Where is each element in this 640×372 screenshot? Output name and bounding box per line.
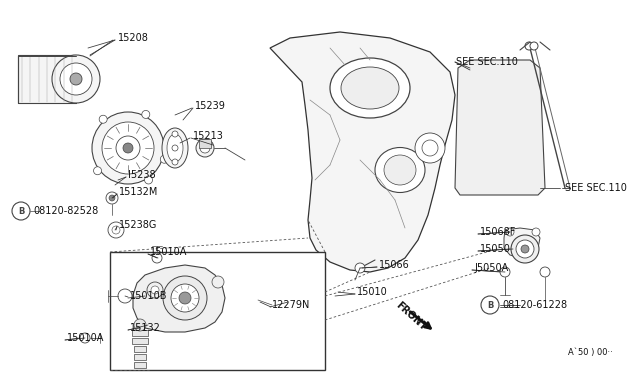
Text: 15010: 15010 bbox=[357, 287, 388, 297]
Bar bbox=[110, 252, 325, 370]
Circle shape bbox=[196, 139, 214, 157]
Circle shape bbox=[355, 263, 365, 273]
Circle shape bbox=[70, 73, 82, 85]
Circle shape bbox=[506, 228, 514, 236]
Text: 15010B: 15010B bbox=[130, 291, 168, 301]
Circle shape bbox=[108, 222, 124, 238]
Polygon shape bbox=[270, 32, 455, 272]
Circle shape bbox=[142, 110, 150, 118]
Circle shape bbox=[112, 226, 120, 234]
Circle shape bbox=[511, 235, 539, 263]
Circle shape bbox=[525, 42, 533, 50]
Text: 08120-82528: 08120-82528 bbox=[33, 206, 99, 216]
Circle shape bbox=[481, 296, 499, 314]
Text: 15132: 15132 bbox=[130, 323, 161, 333]
Circle shape bbox=[151, 286, 159, 294]
Circle shape bbox=[109, 195, 115, 201]
Ellipse shape bbox=[330, 58, 410, 118]
Circle shape bbox=[80, 333, 90, 343]
Polygon shape bbox=[455, 60, 545, 195]
Ellipse shape bbox=[375, 148, 425, 192]
Text: B: B bbox=[18, 206, 24, 215]
Circle shape bbox=[172, 159, 178, 165]
Circle shape bbox=[60, 63, 92, 95]
Text: SEE SEC.110: SEE SEC.110 bbox=[456, 57, 518, 67]
Text: 15238G: 15238G bbox=[119, 220, 157, 230]
Text: 12279N: 12279N bbox=[272, 300, 310, 310]
Circle shape bbox=[134, 319, 146, 331]
Text: 15010A: 15010A bbox=[150, 247, 188, 257]
Text: 08120-61228: 08120-61228 bbox=[502, 300, 567, 310]
Circle shape bbox=[92, 112, 164, 184]
Ellipse shape bbox=[384, 155, 416, 185]
Circle shape bbox=[521, 245, 529, 253]
Text: 15050: 15050 bbox=[480, 244, 511, 254]
Circle shape bbox=[163, 276, 207, 320]
Bar bbox=[199, 139, 211, 148]
Text: 15066: 15066 bbox=[379, 260, 410, 270]
Bar bbox=[132, 330, 148, 336]
Text: A`50 ) 00··: A`50 ) 00·· bbox=[568, 347, 612, 356]
Circle shape bbox=[532, 228, 540, 236]
Polygon shape bbox=[504, 228, 540, 258]
Text: 15239: 15239 bbox=[195, 101, 226, 111]
Bar bbox=[134, 346, 146, 352]
Circle shape bbox=[500, 267, 510, 277]
Circle shape bbox=[212, 276, 224, 288]
Circle shape bbox=[116, 136, 140, 160]
Circle shape bbox=[123, 143, 133, 153]
Ellipse shape bbox=[341, 67, 399, 109]
Circle shape bbox=[530, 42, 538, 50]
Text: I5238: I5238 bbox=[128, 170, 156, 180]
Circle shape bbox=[12, 202, 30, 220]
Circle shape bbox=[160, 155, 168, 163]
Text: 15208: 15208 bbox=[118, 33, 149, 43]
Circle shape bbox=[52, 55, 100, 103]
Bar bbox=[132, 338, 148, 344]
Circle shape bbox=[516, 240, 534, 258]
Circle shape bbox=[415, 133, 445, 163]
Bar bbox=[134, 362, 146, 368]
Circle shape bbox=[147, 282, 163, 298]
Circle shape bbox=[200, 143, 210, 153]
Text: FRONT: FRONT bbox=[394, 300, 428, 332]
Bar bbox=[18, 55, 76, 103]
Text: J5050A: J5050A bbox=[474, 263, 508, 273]
Circle shape bbox=[152, 253, 162, 263]
Ellipse shape bbox=[162, 128, 188, 168]
Text: 15068F: 15068F bbox=[480, 227, 516, 237]
Circle shape bbox=[145, 176, 152, 184]
Circle shape bbox=[422, 140, 438, 156]
Text: 15132M: 15132M bbox=[119, 187, 158, 197]
Circle shape bbox=[171, 284, 199, 312]
Ellipse shape bbox=[167, 134, 183, 162]
Text: SEE SEC.110: SEE SEC.110 bbox=[565, 183, 627, 193]
Circle shape bbox=[102, 122, 154, 174]
Circle shape bbox=[172, 131, 178, 137]
Circle shape bbox=[99, 115, 107, 123]
Bar bbox=[134, 354, 146, 360]
Circle shape bbox=[540, 267, 550, 277]
Polygon shape bbox=[133, 265, 225, 332]
Text: 15213: 15213 bbox=[193, 131, 224, 141]
Circle shape bbox=[106, 192, 118, 204]
Text: B: B bbox=[487, 301, 493, 310]
Circle shape bbox=[93, 167, 102, 175]
Circle shape bbox=[172, 145, 178, 151]
Circle shape bbox=[118, 289, 132, 303]
Text: 15010A: 15010A bbox=[67, 333, 104, 343]
Circle shape bbox=[179, 292, 191, 304]
